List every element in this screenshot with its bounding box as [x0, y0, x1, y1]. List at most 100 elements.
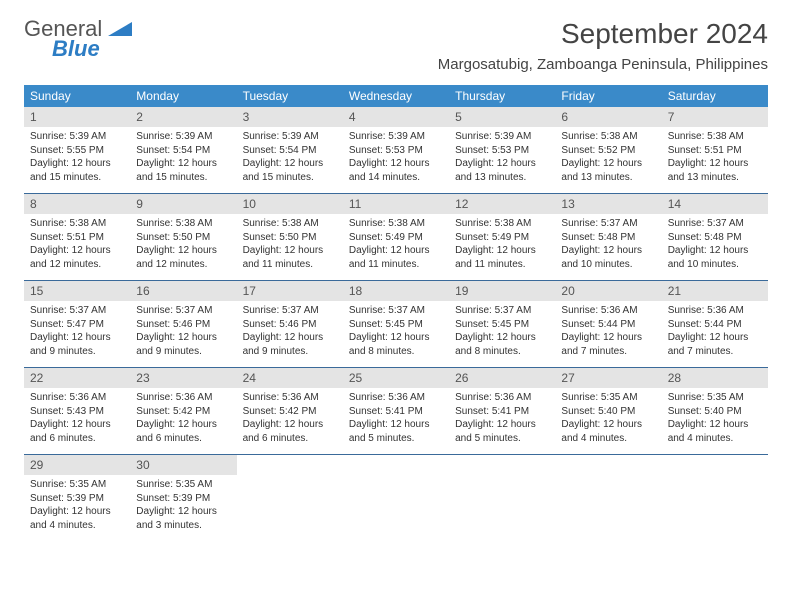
- sunrise-line: Sunrise: 5:35 AM: [30, 478, 124, 492]
- day-info: Sunrise: 5:38 AMSunset: 5:49 PMDaylight:…: [449, 214, 555, 277]
- daylight-line: Daylight: 12 hours and 13 minutes.: [668, 157, 762, 184]
- location-text: Margosatubig, Zamboanga Peninsula, Phili…: [438, 56, 768, 73]
- day-header-cell: Tuesday: [237, 85, 343, 107]
- calendar-cell: .: [237, 455, 343, 541]
- calendar-cell: 4Sunrise: 5:39 AMSunset: 5:53 PMDaylight…: [343, 107, 449, 193]
- day-info: Sunrise: 5:37 AMSunset: 5:47 PMDaylight:…: [24, 301, 130, 364]
- daylight-line: Daylight: 12 hours and 9 minutes.: [243, 331, 337, 358]
- day-number: 30: [130, 455, 236, 475]
- sunset-line: Sunset: 5:50 PM: [136, 231, 230, 245]
- sunrise-line: Sunrise: 5:38 AM: [668, 130, 762, 144]
- daylight-line: Daylight: 12 hours and 5 minutes.: [349, 418, 443, 445]
- sunrise-line: Sunrise: 5:37 AM: [561, 217, 655, 231]
- sunset-line: Sunset: 5:52 PM: [561, 144, 655, 158]
- sunset-line: Sunset: 5:44 PM: [561, 318, 655, 332]
- day-info: Sunrise: 5:37 AMSunset: 5:46 PMDaylight:…: [237, 301, 343, 364]
- sunset-line: Sunset: 5:53 PM: [455, 144, 549, 158]
- sunset-line: Sunset: 5:54 PM: [243, 144, 337, 158]
- day-number: 7: [662, 107, 768, 127]
- calendar-cell: 20Sunrise: 5:36 AMSunset: 5:44 PMDayligh…: [555, 281, 661, 367]
- daylight-line: Daylight: 12 hours and 4 minutes.: [30, 505, 124, 532]
- calendar-cell: 16Sunrise: 5:37 AMSunset: 5:46 PMDayligh…: [130, 281, 236, 367]
- daylight-line: Daylight: 12 hours and 10 minutes.: [561, 244, 655, 271]
- sunrise-line: Sunrise: 5:39 AM: [349, 130, 443, 144]
- day-number: 19: [449, 281, 555, 301]
- daylight-line: Daylight: 12 hours and 6 minutes.: [136, 418, 230, 445]
- calendar-cell: 27Sunrise: 5:35 AMSunset: 5:40 PMDayligh…: [555, 368, 661, 454]
- day-info: Sunrise: 5:37 AMSunset: 5:48 PMDaylight:…: [555, 214, 661, 277]
- day-info: Sunrise: 5:38 AMSunset: 5:50 PMDaylight:…: [237, 214, 343, 277]
- sunrise-line: Sunrise: 5:36 AM: [243, 391, 337, 405]
- sunrise-line: Sunrise: 5:39 AM: [30, 130, 124, 144]
- day-header-row: SundayMondayTuesdayWednesdayThursdayFrid…: [24, 85, 768, 107]
- sunset-line: Sunset: 5:42 PM: [243, 405, 337, 419]
- day-number: 12: [449, 194, 555, 214]
- sunrise-line: Sunrise: 5:36 AM: [30, 391, 124, 405]
- sunrise-line: Sunrise: 5:38 AM: [136, 217, 230, 231]
- day-number: 9: [130, 194, 236, 214]
- sunrise-line: Sunrise: 5:39 AM: [136, 130, 230, 144]
- sunrise-line: Sunrise: 5:37 AM: [136, 304, 230, 318]
- calendar-cell: 9 Sunrise: 5:38 AMSunset: 5:50 PMDaylight…: [130, 194, 236, 280]
- daylight-line: Daylight: 12 hours and 10 minutes.: [668, 244, 762, 271]
- calendar-cell: 7Sunrise: 5:38 AMSunset: 5:51 PMDaylight…: [662, 107, 768, 193]
- daylight-line: Daylight: 12 hours and 9 minutes.: [136, 331, 230, 358]
- week-row: 8Sunrise: 5:38 AMSunset: 5:51 PMDaylight…: [24, 194, 768, 281]
- calendar-cell: 8Sunrise: 5:38 AMSunset: 5:51 PMDaylight…: [24, 194, 130, 280]
- sunrise-line: Sunrise: 5:36 AM: [136, 391, 230, 405]
- daylight-line: Daylight: 12 hours and 12 minutes.: [136, 244, 230, 271]
- week-row: 15Sunrise: 5:37 AMSunset: 5:47 PMDayligh…: [24, 281, 768, 368]
- title-block: September 2024 Margosatubig, Zamboanga P…: [438, 18, 768, 73]
- calendar-cell: 28Sunrise: 5:35 AMSunset: 5:40 PMDayligh…: [662, 368, 768, 454]
- sunset-line: Sunset: 5:51 PM: [30, 231, 124, 245]
- week-row: 22Sunrise: 5:36 AMSunset: 5:43 PMDayligh…: [24, 368, 768, 455]
- calendar-cell: 22Sunrise: 5:36 AMSunset: 5:43 PMDayligh…: [24, 368, 130, 454]
- sunrise-line: Sunrise: 5:38 AM: [243, 217, 337, 231]
- day-header-cell: Friday: [555, 85, 661, 107]
- sunset-line: Sunset: 5:48 PM: [561, 231, 655, 245]
- calendar-cell: .: [555, 455, 661, 541]
- day-info: Sunrise: 5:39 AMSunset: 5:53 PMDaylight:…: [449, 127, 555, 190]
- sunset-line: Sunset: 5:46 PM: [136, 318, 230, 332]
- daylight-line: Daylight: 12 hours and 6 minutes.: [30, 418, 124, 445]
- day-info: Sunrise: 5:37 AMSunset: 5:48 PMDaylight:…: [662, 214, 768, 277]
- sunset-line: Sunset: 5:48 PM: [668, 231, 762, 245]
- sunset-line: Sunset: 5:42 PM: [136, 405, 230, 419]
- calendar-cell: 18Sunrise: 5:37 AMSunset: 5:45 PMDayligh…: [343, 281, 449, 367]
- calendar-cell: 1Sunrise: 5:39 AMSunset: 5:55 PMDaylight…: [24, 107, 130, 193]
- day-number: 22: [24, 368, 130, 388]
- day-number: 8: [24, 194, 130, 214]
- day-info: Sunrise: 5:36 AMSunset: 5:42 PMDaylight:…: [237, 388, 343, 451]
- sunset-line: Sunset: 5:50 PM: [243, 231, 337, 245]
- day-info: Sunrise: 5:36 AMSunset: 5:42 PMDaylight:…: [130, 388, 236, 451]
- day-info: Sunrise: 5:39 AMSunset: 5:54 PMDaylight:…: [237, 127, 343, 190]
- daylight-line: Daylight: 12 hours and 15 minutes.: [243, 157, 337, 184]
- calendar-cell: 13Sunrise: 5:37 AMSunset: 5:48 PMDayligh…: [555, 194, 661, 280]
- day-info: Sunrise: 5:36 AMSunset: 5:44 PMDaylight:…: [555, 301, 661, 364]
- sunrise-line: Sunrise: 5:36 AM: [349, 391, 443, 405]
- sunrise-line: Sunrise: 5:39 AM: [243, 130, 337, 144]
- daylight-line: Daylight: 12 hours and 8 minutes.: [455, 331, 549, 358]
- calendar-cell: .: [343, 455, 449, 541]
- calendar-cell: 11Sunrise: 5:38 AMSunset: 5:49 PMDayligh…: [343, 194, 449, 280]
- sunrise-line: Sunrise: 5:37 AM: [349, 304, 443, 318]
- daylight-line: Daylight: 12 hours and 15 minutes.: [30, 157, 124, 184]
- sunset-line: Sunset: 5:54 PM: [136, 144, 230, 158]
- daylight-line: Daylight: 12 hours and 3 minutes.: [136, 505, 230, 532]
- sunset-line: Sunset: 5:49 PM: [455, 231, 549, 245]
- calendar-cell: 25Sunrise: 5:36 AMSunset: 5:41 PMDayligh…: [343, 368, 449, 454]
- day-number: 26: [449, 368, 555, 388]
- calendar-cell: 6Sunrise: 5:38 AMSunset: 5:52 PMDaylight…: [555, 107, 661, 193]
- sunrise-line: Sunrise: 5:37 AM: [243, 304, 337, 318]
- calendar: SundayMondayTuesdayWednesdayThursdayFrid…: [24, 85, 768, 541]
- logo-triangle-icon: [108, 18, 132, 36]
- sunrise-line: Sunrise: 5:36 AM: [668, 304, 762, 318]
- sunset-line: Sunset: 5:53 PM: [349, 144, 443, 158]
- sunrise-line: Sunrise: 5:38 AM: [30, 217, 124, 231]
- day-number: 14: [662, 194, 768, 214]
- day-info: Sunrise: 5:39 AMSunset: 5:54 PMDaylight:…: [130, 127, 236, 190]
- day-info: Sunrise: 5:35 AMSunset: 5:40 PMDaylight:…: [555, 388, 661, 451]
- sunset-line: Sunset: 5:40 PM: [668, 405, 762, 419]
- calendar-cell: 3Sunrise: 5:39 AMSunset: 5:54 PMDaylight…: [237, 107, 343, 193]
- day-header-cell: Sunday: [24, 85, 130, 107]
